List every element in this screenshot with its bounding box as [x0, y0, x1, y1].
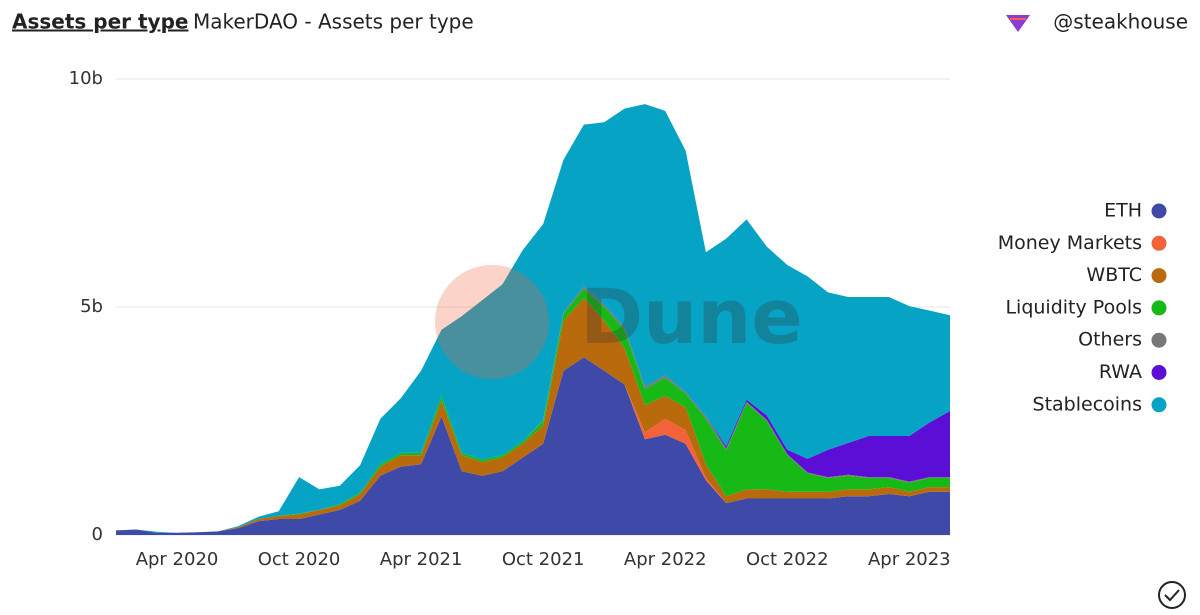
legend-label: WBTC — [1086, 264, 1142, 286]
watermark: Dune — [580, 272, 803, 361]
legend-label: Stablecoins — [1033, 393, 1142, 415]
chart-title: MakerDAO - Assets per type — [193, 10, 474, 34]
author[interactable]: @steakhouse — [1053, 10, 1188, 34]
legend-label: RWA — [1099, 361, 1142, 383]
x-tick-label: Oct 2021 — [502, 549, 585, 570]
y-tick-label: 0 — [92, 524, 103, 545]
legend-label: Liquidity Pools — [1005, 296, 1142, 318]
author-icon — [1006, 15, 1030, 32]
x-tick-label: Apr 2020 — [136, 549, 219, 570]
x-tick-label: Apr 2021 — [380, 549, 463, 570]
x-tick-label: Apr 2023 — [868, 549, 951, 570]
x-tick-label: Apr 2022 — [624, 549, 707, 570]
plot-area — [116, 78, 950, 536]
watermark-group: Dune — [435, 265, 803, 379]
legend-swatch — [1151, 397, 1167, 413]
legend-swatch — [1151, 268, 1167, 284]
y-tick-label: 5b — [80, 296, 103, 317]
legend-label: Others — [1078, 329, 1142, 351]
x-tick-label: Oct 2020 — [258, 549, 341, 570]
legend-swatch — [1151, 203, 1167, 219]
legend-swatch — [1151, 300, 1167, 316]
legend-swatch — [1151, 332, 1167, 348]
legend-swatch — [1151, 365, 1167, 380]
area — [116, 288, 950, 533]
legend-label: Money Markets — [998, 232, 1142, 254]
area — [116, 104, 950, 533]
watermark-logo — [435, 265, 549, 379]
y-tick-label: 10b — [69, 68, 103, 89]
tab-title[interactable]: Assets per type — [12, 10, 188, 34]
area — [116, 357, 950, 535]
legend-label: ETH — [1104, 200, 1142, 222]
done-icon[interactable] — [1158, 581, 1186, 609]
x-tick-label: Oct 2022 — [746, 549, 829, 570]
legend-swatch — [1151, 235, 1167, 251]
